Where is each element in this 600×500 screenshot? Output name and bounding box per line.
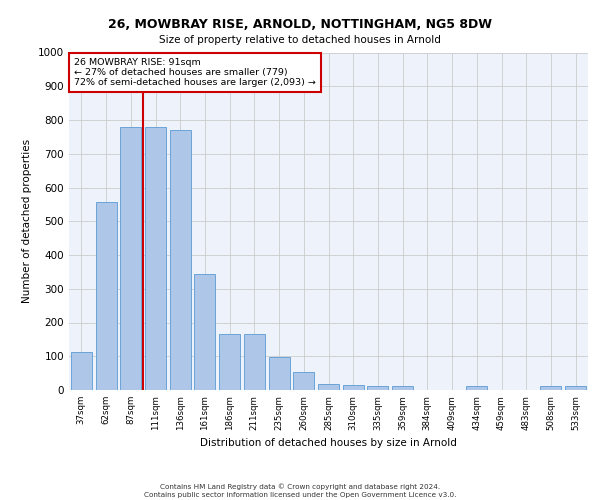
Bar	[367, 386, 388, 390]
Y-axis label: Number of detached properties: Number of detached properties	[22, 139, 32, 304]
Bar	[565, 386, 586, 390]
Bar	[392, 386, 413, 390]
Bar	[219, 334, 240, 390]
Text: Size of property relative to detached houses in Arnold: Size of property relative to detached ho…	[159, 35, 441, 45]
Bar	[120, 127, 141, 390]
X-axis label: Distribution of detached houses by size in Arnold: Distribution of detached houses by size …	[200, 438, 457, 448]
Bar	[71, 352, 92, 390]
Text: 26 MOWBRAY RISE: 91sqm
← 27% of detached houses are smaller (779)
72% of semi-de: 26 MOWBRAY RISE: 91sqm ← 27% of detached…	[74, 58, 316, 88]
Bar	[466, 386, 487, 390]
Bar	[343, 385, 364, 390]
Text: 26, MOWBRAY RISE, ARNOLD, NOTTINGHAM, NG5 8DW: 26, MOWBRAY RISE, ARNOLD, NOTTINGHAM, NG…	[108, 18, 492, 30]
Bar	[293, 372, 314, 390]
Bar	[145, 127, 166, 390]
Bar	[244, 334, 265, 390]
Bar	[541, 386, 562, 390]
Bar	[95, 202, 116, 390]
Bar	[170, 130, 191, 390]
Bar	[269, 358, 290, 390]
Bar	[318, 384, 339, 390]
Text: Contains HM Land Registry data © Crown copyright and database right 2024.
Contai: Contains HM Land Registry data © Crown c…	[144, 484, 456, 498]
Bar	[194, 274, 215, 390]
